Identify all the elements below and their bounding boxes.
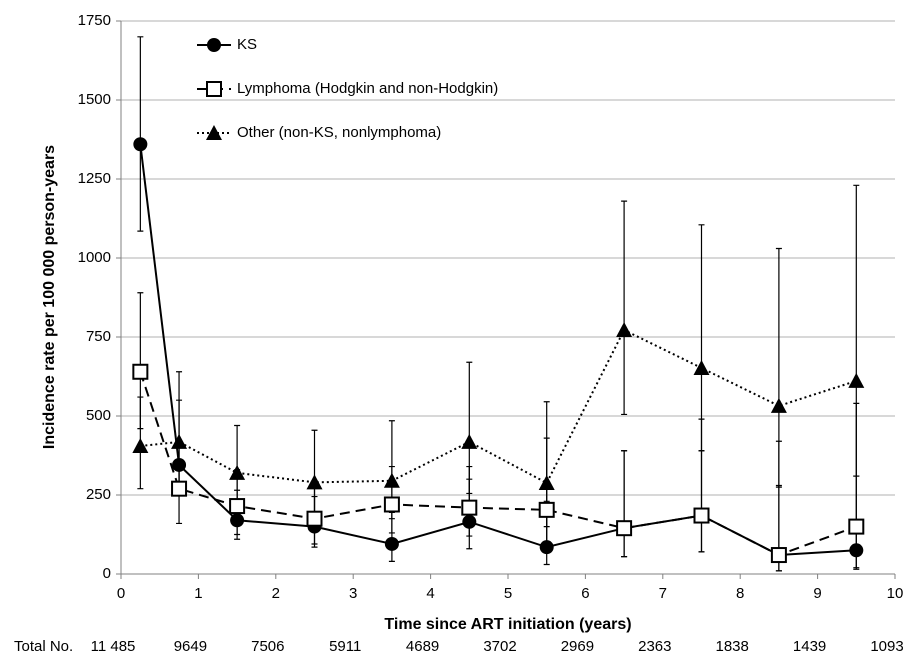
error-bar bbox=[698, 224, 705, 452]
y-tick-label: 500 bbox=[86, 407, 111, 424]
legend-label: KS bbox=[237, 36, 257, 53]
marker bbox=[172, 457, 187, 472]
marker bbox=[384, 536, 399, 551]
marker bbox=[693, 359, 710, 375]
marker bbox=[616, 322, 633, 338]
marker bbox=[306, 474, 323, 490]
error-bar bbox=[621, 450, 628, 558]
x-tick-label: 0 bbox=[117, 585, 125, 602]
at-risk-count: 5911 bbox=[329, 638, 361, 655]
series-line bbox=[139, 371, 857, 557]
series-line bbox=[139, 144, 857, 557]
x-tick-label: 9 bbox=[813, 585, 821, 602]
y-tick-label: 1500 bbox=[78, 91, 111, 108]
marker bbox=[693, 507, 710, 524]
x-tick-label: 7 bbox=[659, 585, 667, 602]
x-tick-label: 3 bbox=[349, 585, 357, 602]
marker bbox=[229, 464, 246, 480]
marker bbox=[133, 137, 148, 152]
marker bbox=[538, 474, 555, 490]
at-risk-count: 1439 bbox=[793, 638, 826, 655]
marker bbox=[616, 520, 633, 537]
x-tick-label: 6 bbox=[581, 585, 589, 602]
y-tick-label: 750 bbox=[86, 328, 111, 345]
y-tick-label: 0 bbox=[103, 565, 111, 582]
y-tick-label: 1250 bbox=[78, 170, 111, 187]
marker bbox=[132, 363, 149, 380]
series-line bbox=[140, 328, 857, 485]
at-risk-count: 2969 bbox=[561, 638, 594, 655]
x-tick-label: 5 bbox=[504, 585, 512, 602]
error-bar bbox=[137, 36, 144, 232]
marker bbox=[538, 501, 555, 518]
marker bbox=[770, 397, 787, 413]
x-tick-label: 2 bbox=[272, 585, 280, 602]
y-tick-label: 250 bbox=[86, 486, 111, 503]
error-bar bbox=[853, 184, 860, 477]
marker bbox=[770, 547, 787, 564]
at-risk-count: 3702 bbox=[483, 638, 516, 655]
x-tick-label: 1 bbox=[194, 585, 202, 602]
at-risk-count: 9649 bbox=[174, 638, 207, 655]
legend-label: Lymphoma (Hodgkin and non-Hodgkin) bbox=[237, 80, 498, 97]
marker bbox=[132, 438, 149, 454]
marker bbox=[848, 372, 865, 388]
marker bbox=[206, 81, 222, 97]
marker bbox=[171, 480, 188, 497]
x-tick-label: 4 bbox=[426, 585, 434, 602]
at-risk-count: 1838 bbox=[716, 638, 749, 655]
marker bbox=[383, 496, 400, 513]
marker bbox=[539, 540, 554, 555]
marker bbox=[848, 518, 865, 535]
marker bbox=[461, 499, 478, 516]
x-tick-label: 8 bbox=[736, 585, 744, 602]
at-risk-count: 11 485 bbox=[91, 638, 136, 655]
at-risk-label: Total No. bbox=[14, 638, 73, 655]
marker bbox=[207, 38, 221, 52]
error-bar bbox=[466, 361, 473, 495]
error-bar bbox=[311, 429, 318, 515]
marker bbox=[230, 513, 245, 528]
at-risk-count: 1093 bbox=[870, 638, 903, 655]
marker bbox=[229, 498, 246, 515]
marker bbox=[461, 433, 478, 449]
error-bar bbox=[621, 200, 628, 416]
at-risk-count: 4689 bbox=[406, 638, 439, 655]
x-tick-label: 10 bbox=[887, 585, 904, 602]
marker bbox=[849, 543, 864, 558]
marker bbox=[306, 510, 323, 527]
at-risk-count: 2363 bbox=[638, 638, 671, 655]
marker bbox=[383, 472, 400, 488]
x-axis-title: Time since ART initiation (years) bbox=[384, 616, 631, 633]
marker bbox=[206, 125, 222, 140]
y-tick-label: 1750 bbox=[78, 12, 111, 29]
marker bbox=[171, 433, 188, 449]
marker bbox=[462, 514, 477, 529]
y-axis-title: Incidence rate per 100 000 person-years bbox=[41, 145, 58, 449]
at-risk-count: 7506 bbox=[251, 638, 284, 655]
y-tick-label: 1000 bbox=[78, 249, 111, 266]
error-bar bbox=[775, 247, 782, 488]
legend-label: Other (non-KS, nonlymphoma) bbox=[237, 124, 441, 141]
